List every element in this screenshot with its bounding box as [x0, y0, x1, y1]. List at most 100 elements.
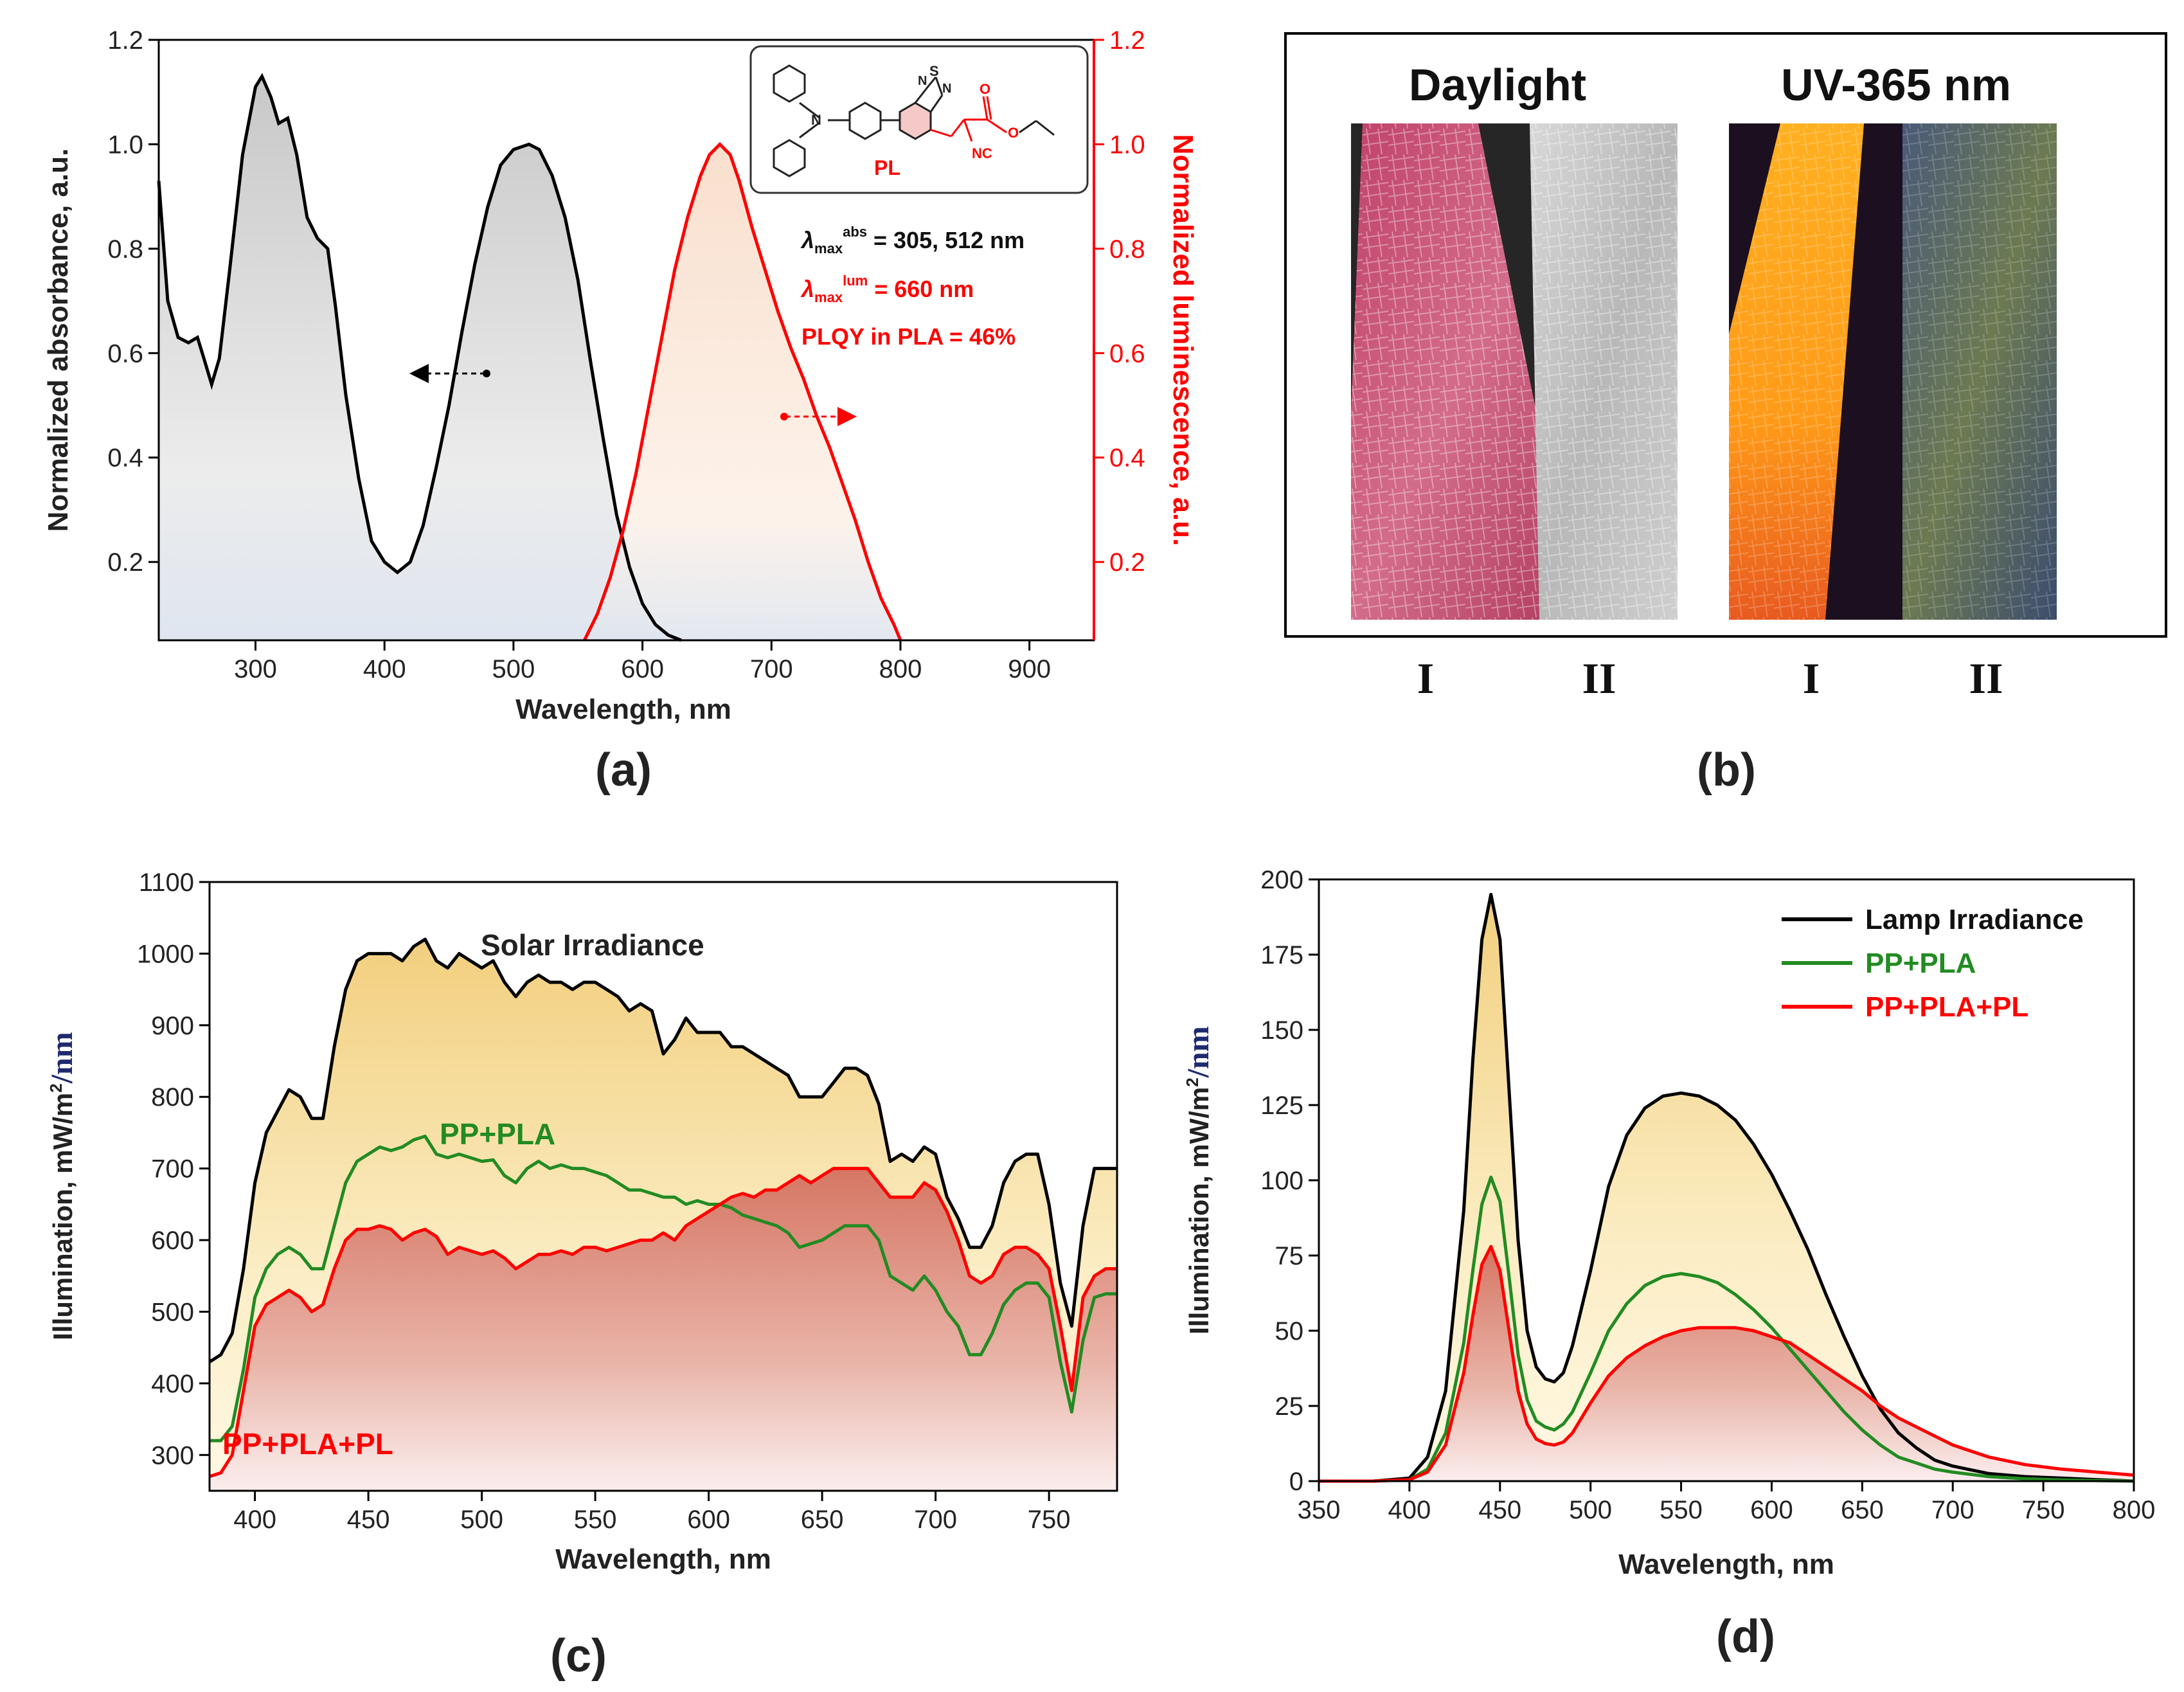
panel-c-x-axis-title: Wavelength, nm — [555, 1544, 771, 1575]
abs-value: = 305, 512 nm — [867, 227, 1025, 253]
panel-a-y-tick-label: 0.4 — [107, 444, 143, 473]
panel-a-y2-tick-label: 1.2 — [1109, 26, 1145, 55]
panel-a-x-tick-label: 900 — [1008, 655, 1051, 683]
panel-a-y-tick-label: 1.0 — [107, 130, 143, 159]
panel-a-x-tick-label: 500 — [492, 655, 535, 683]
solar-irradiance-label: Solar Irradiance — [481, 928, 704, 962]
panel-c-ylabel-main: Illumination, mW/m — [48, 1093, 78, 1340]
abs-max-annotation: λmaxabs = 305, 512 nm — [800, 224, 1025, 256]
panel-d-y-tick-label: 175 — [1260, 941, 1303, 969]
panel-a-y2-tick-label: 0.4 — [1109, 444, 1145, 473]
panel-c-x-tick-label: 450 — [347, 1506, 390, 1534]
panel-d-y-tick-label: 0 — [1289, 1468, 1303, 1496]
panel-a-label: (a) — [595, 744, 652, 796]
panel-a-absorbance-luminescence-chart: 300 400 500 600 700 800 900 0.2 0.4 0.6 0.8 1.0 1.2 0… — [42, 26, 1199, 796]
panel-c-y-tick-label: 1000 — [137, 940, 194, 968]
panel-d-y-axis-title: Illumination, mW/m2/nm — [1181, 1026, 1215, 1335]
panel-c-x-tick-label: 500 — [460, 1506, 503, 1534]
sulfur-atom-label: S — [929, 63, 939, 79]
panel-c-x-tick-label: 650 — [801, 1506, 844, 1534]
luminescence-axis-arrow — [780, 407, 857, 426]
panel-a-x-tick-label: 400 — [363, 655, 406, 683]
panel-d-y-tick-label: 200 — [1260, 866, 1303, 894]
panel-d-x-tick-label: 400 — [1388, 1496, 1431, 1524]
panel-d-ylabel-tail: /nm — [1181, 1026, 1215, 1078]
panel-d-x-tick-label: 750 — [2022, 1496, 2065, 1524]
panel-d-y-tick-label: 150 — [1260, 1016, 1303, 1045]
panel-d-x-axis-title: Wavelength, nm — [1618, 1549, 1834, 1580]
panel-d-y-tick-label: 100 — [1260, 1167, 1303, 1195]
pp-pla-pl-area-fill — [210, 1168, 1117, 1491]
panel-d-ylabel-sup: 2 — [1183, 1077, 1202, 1086]
thiadiazole-n-left-label: N — [918, 74, 927, 88]
uv-365-title: UV-365 nm — [1781, 60, 2011, 110]
panel-d-x-tick-label: 800 — [2113, 1496, 2156, 1524]
panel-d-x-tick-label: 450 — [1478, 1496, 1521, 1524]
panel-d-x-tick-label: 700 — [1931, 1496, 1974, 1524]
panel-c-x-tick-label: 750 — [1028, 1506, 1071, 1534]
panel-c-y-tick-label: 400 — [151, 1370, 194, 1398]
panel-a-x-tick-label: 300 — [234, 655, 277, 683]
panel-c-ylabel-tail: /nm — [45, 1032, 79, 1084]
panel-c-y-tick-label: 900 — [151, 1012, 194, 1040]
pp-pla-pl-series-line — [209, 1167, 1117, 1479]
panel-a-y-tick-label: 0.6 — [107, 339, 143, 368]
panel-a-y-axis-title: Normalized absorbance, a.u. — [42, 148, 74, 532]
pp-pla-label: PP+PLA — [440, 1117, 555, 1151]
panel-d-lamp-illumination-chart: 350 400 450 500 550 600 650 700 750 800 0 25 50 75 100… — [1181, 866, 2155, 1662]
panel-d-y-tick-label: 50 — [1275, 1317, 1304, 1346]
lamp-irradiance-series-line — [1319, 892, 2135, 1483]
molecule-structure-inset: N S N N NC O O PL — [749, 45, 1089, 194]
solar-irradiance-series-line — [208, 937, 1117, 1364]
panel-c-label: (c) — [550, 1630, 607, 1682]
sample-ii-uv-label: II — [1969, 654, 2003, 703]
carbonyl-oxygen-label: O — [980, 81, 990, 97]
panel-a-x-tick-label: 700 — [750, 655, 793, 683]
panel-d-y-tick-label: 25 — [1275, 1392, 1304, 1421]
panel-a-y2-tick-label: 1.0 — [1109, 130, 1145, 159]
abs-lambda: λ — [800, 227, 814, 253]
ester-oxygen-label: O — [1008, 125, 1019, 141]
panel-d-x-tick-label: 650 — [1841, 1496, 1884, 1524]
panel-a-y2-axis-title: Normalized luminescence, a.u. — [1167, 134, 1199, 546]
panel-a-y-tick-label: 1.2 — [107, 26, 143, 55]
panel-c-y-tick-label: 600 — [151, 1227, 194, 1255]
panel-b-photograph: Daylight UV-365 nm I II I II (b) — [1284, 32, 2167, 796]
legend-label-pp-pla-pl: PP+PLA+PL — [1865, 991, 2028, 1023]
lum-max-annotation: λmaxlum = 660 nm — [800, 273, 974, 305]
panel-c-x-tick-label: 600 — [687, 1506, 730, 1534]
pp-pla-pl-area-fill — [1319, 1246, 2134, 1481]
lum-max-sub: max — [814, 289, 843, 305]
abs-sup: abs — [843, 224, 867, 240]
thiadiazole-n-right-label: N — [942, 82, 951, 96]
luminescence-area-fill — [584, 144, 900, 640]
panel-c-y-tick-label: 800 — [151, 1083, 194, 1112]
panel-a-y2-tick-label: 0.6 — [1109, 339, 1145, 368]
legend-label-lamp-irradiance: Lamp Irradiance — [1865, 904, 2084, 935]
molecule-name: PL — [874, 156, 900, 179]
sample-ii-daylight-label: II — [1582, 654, 1616, 703]
abs-max-sub: max — [814, 240, 843, 256]
sample-i-daylight-label: I — [1417, 654, 1434, 703]
panel-c-ylabel-sup: 2 — [46, 1083, 66, 1092]
panel-c-y-axis-title: Illumination, mW/m2/nm — [45, 1032, 79, 1340]
panel-a-x-axis-title: Wavelength, nm — [515, 694, 731, 725]
panel-a-x-tick-label: 800 — [879, 655, 922, 683]
panel-d-x-tick-label: 350 — [1298, 1496, 1341, 1524]
panel-a-y-tick-label: 0.2 — [107, 548, 143, 577]
panel-d-label: (d) — [1716, 1611, 1775, 1662]
panel-d-x-tick-label: 500 — [1569, 1496, 1612, 1524]
panel-c-plot-frame — [208, 881, 1118, 1492]
pp-pla-pl-label: PP+PLA+PL — [222, 1427, 393, 1461]
sample-i-uv-label: I — [1803, 654, 1820, 703]
absorbance-axis-arrow — [409, 364, 490, 383]
panel-d-x-tick-label: 550 — [1660, 1496, 1703, 1524]
lamp-irradiance-area-fill — [1319, 894, 2134, 1481]
pp-pla-pl-series-line — [1319, 1245, 2135, 1483]
panel-a-y2-tick-label: 0.8 — [1109, 235, 1145, 264]
nitrile-label: NC — [972, 145, 992, 161]
lum-lambda: λ — [800, 276, 814, 302]
pp-pla-series-line — [210, 1135, 1117, 1443]
lum-value: = 660 nm — [868, 276, 974, 302]
panel-c-x-tick-label: 550 — [574, 1506, 617, 1534]
